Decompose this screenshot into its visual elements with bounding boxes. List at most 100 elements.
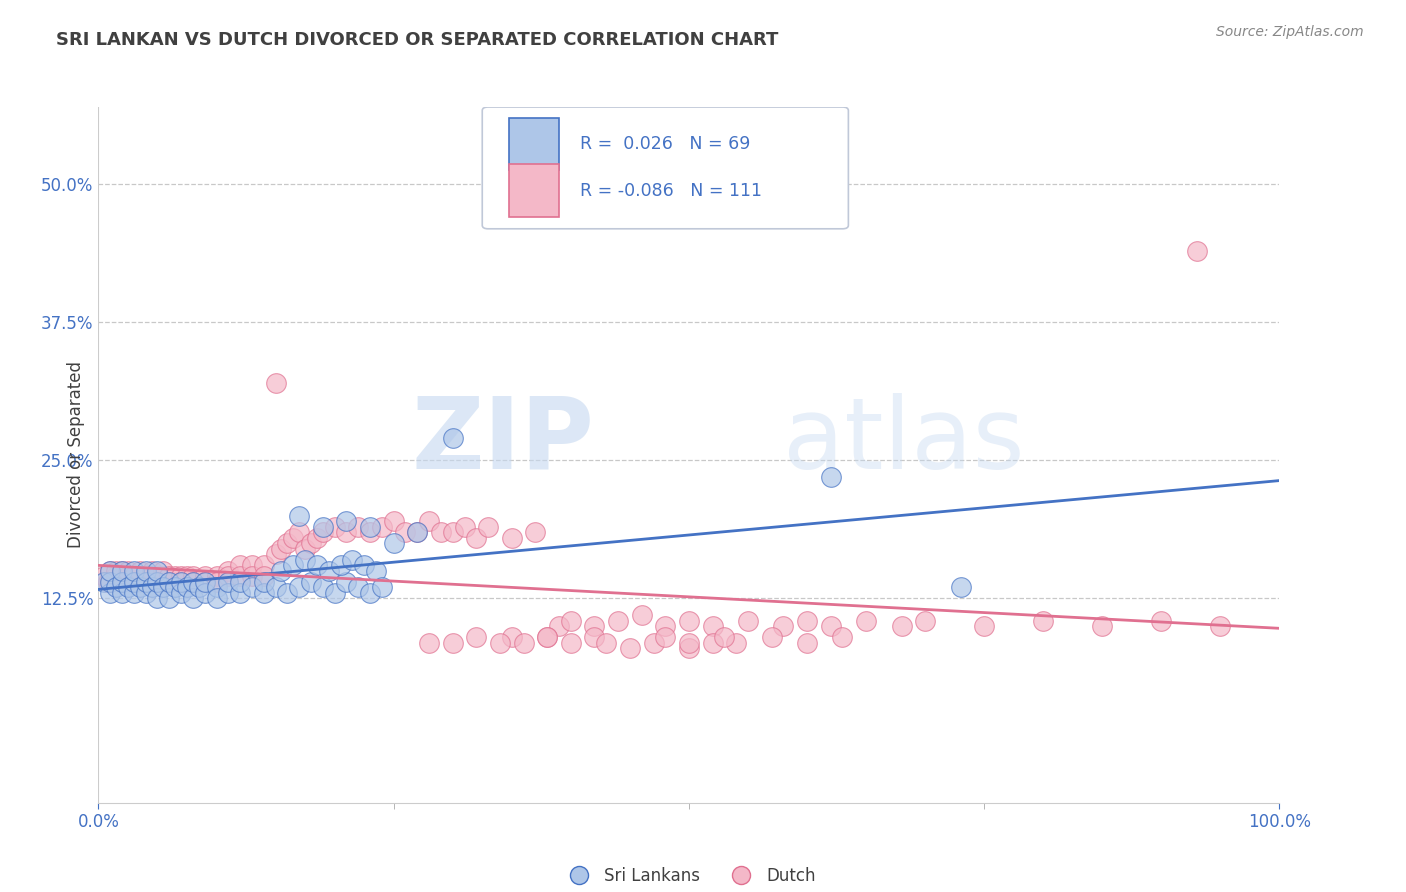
Point [318,564,340,578]
Point [205,591,228,606]
Point [619,641,641,656]
Point [128,581,150,595]
FancyBboxPatch shape [482,107,848,229]
Point [441,525,464,540]
Point [135,574,157,589]
Point [477,519,499,533]
Point [146,564,169,578]
Point [359,586,381,600]
Point [111,564,134,578]
Legend: Sri Lankans, Dutch: Sri Lankans, Dutch [555,860,823,891]
Point [418,514,440,528]
Point [141,564,163,578]
Point [335,514,357,528]
Point [430,525,453,540]
Point [146,591,169,606]
Point [264,376,287,391]
Point [253,574,276,589]
Point [654,630,676,644]
Point [406,525,429,540]
Point [524,525,547,540]
Point [152,581,174,595]
Point [323,586,346,600]
Point [283,531,305,545]
Point [264,547,287,561]
Point [105,581,128,595]
Point [371,581,394,595]
Point [122,564,145,578]
Point [205,574,228,589]
Point [146,574,169,589]
Point [194,574,217,589]
Point [347,581,370,595]
Point [831,630,853,644]
Point [583,630,606,644]
Point [364,564,387,578]
FancyBboxPatch shape [509,118,560,170]
Point [98,574,121,589]
Point [111,564,134,578]
Point [165,581,187,595]
Point [713,630,735,644]
Point [371,519,394,533]
Point [93,574,115,589]
Point [820,619,842,633]
Point [299,536,322,550]
Text: ZIP: ZIP [412,392,595,490]
Point [152,569,174,583]
Point [382,536,405,550]
Point [1091,619,1114,633]
Point [98,564,121,578]
Point [914,614,936,628]
Point [702,635,724,649]
Point [217,586,239,600]
Point [217,569,239,583]
Point [335,525,357,540]
Point [105,569,128,583]
Point [323,519,346,533]
FancyBboxPatch shape [509,164,560,217]
Point [194,574,217,589]
Point [347,519,370,533]
Point [240,581,263,595]
Point [1032,614,1054,628]
Point [501,531,523,545]
Point [796,614,818,628]
Text: Source: ZipAtlas.com: Source: ZipAtlas.com [1216,25,1364,39]
Point [240,558,263,573]
Point [288,525,311,540]
Point [299,574,322,589]
Point [93,569,115,583]
Text: R = -0.086   N = 111: R = -0.086 N = 111 [581,182,762,200]
Point [176,569,198,583]
Point [98,586,121,600]
Text: SRI LANKAN VS DUTCH DIVORCED OR SEPARATED CORRELATION CHART: SRI LANKAN VS DUTCH DIVORCED OR SEPARATE… [56,31,779,49]
Point [194,586,217,600]
Point [157,569,180,583]
Point [305,558,328,573]
Point [359,519,381,533]
Point [205,581,228,595]
Point [146,569,169,583]
Point [181,569,204,583]
Point [141,581,163,595]
Point [157,574,180,589]
Point [122,569,145,583]
Point [98,574,121,589]
Point [194,569,217,583]
Point [489,635,512,649]
Point [253,586,276,600]
Point [536,630,558,644]
Point [97,574,120,589]
Point [560,614,582,628]
Point [229,574,252,589]
Point [1150,614,1173,628]
Point [329,558,352,573]
Point [761,630,783,644]
Point [772,619,794,633]
Point [181,574,204,589]
Point [152,564,174,578]
Point [229,558,252,573]
Point [294,541,316,556]
Point [607,614,630,628]
